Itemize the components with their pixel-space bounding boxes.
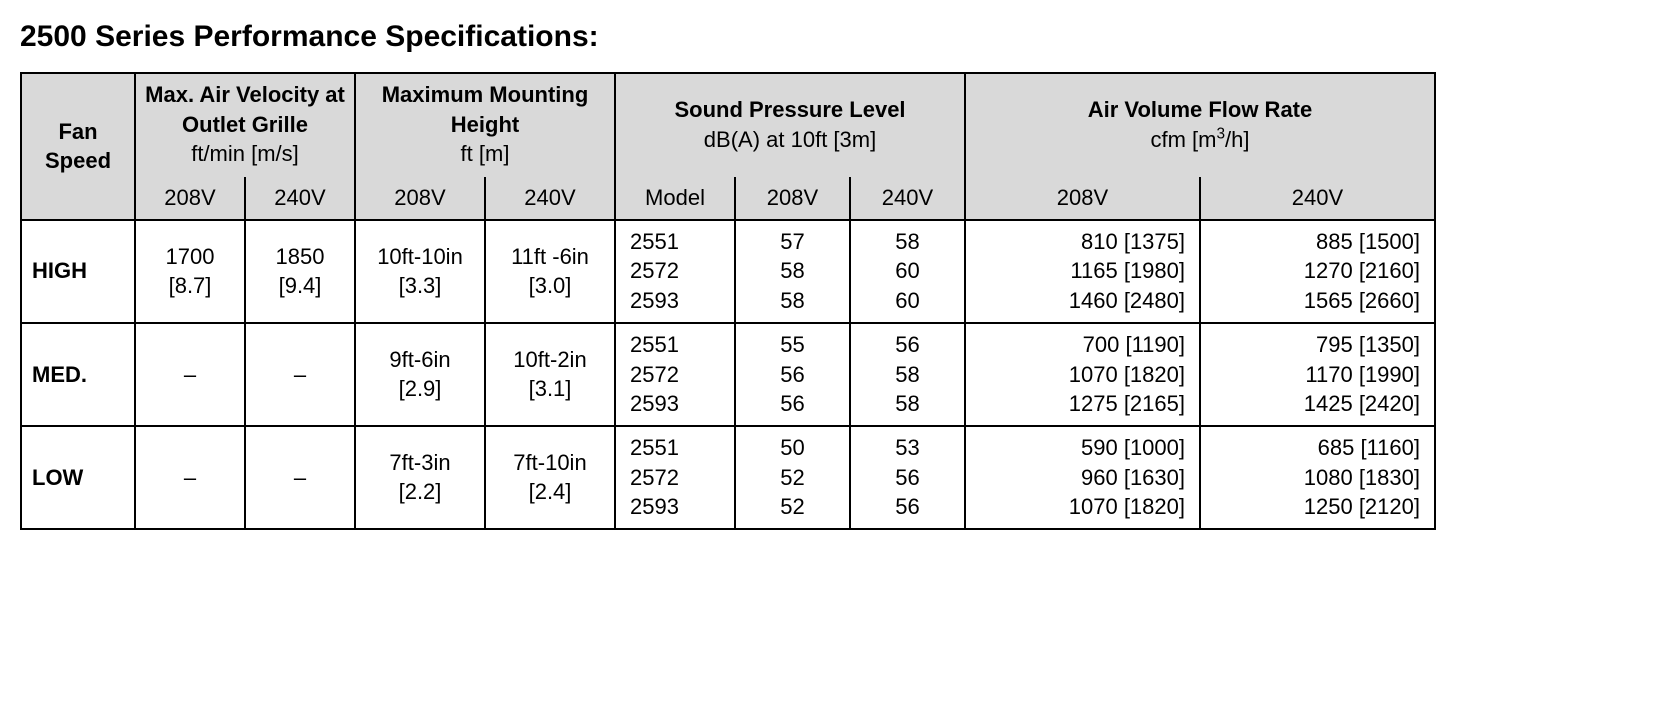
cell-vel-240: – (245, 426, 355, 529)
cell-vel-240: – (245, 323, 355, 426)
cell-models: 2551 2572 2593 (615, 426, 735, 529)
page-title: 2500 Series Performance Specifications: (20, 20, 1644, 54)
cell-height-208: 9ft-6in [2.9] (355, 323, 485, 426)
header-vel-208: 208V (135, 176, 245, 220)
cell-vel-208: 1700 [8.7] (135, 220, 245, 323)
header-flow-240: 240V (1200, 176, 1435, 220)
cell-flow-240: 685 [1160] 1080 [1830] 1250 [2120] (1200, 426, 1435, 529)
cell-height-208: 10ft-10in [3.3] (355, 220, 485, 323)
cell-spl-240: 56 58 58 (850, 323, 965, 426)
cell-spl-208: 55 56 56 (735, 323, 850, 426)
cell-flow-240: 885 [1500] 1270 [2160] 1565 [2660] (1200, 220, 1435, 323)
cell-spl-240: 53 56 56 (850, 426, 965, 529)
cell-height-240: 10ft-2in [3.1] (485, 323, 615, 426)
header-height: Maximum Mounting Height ft [m] (355, 73, 615, 176)
cell-height-208: 7ft-3in [2.2] (355, 426, 485, 529)
cell-height-240: 7ft-10in [2.4] (485, 426, 615, 529)
header-flow-unit: cfm [m3/h] (1150, 127, 1249, 152)
header-spl-title: Sound Pressure Level (674, 97, 905, 122)
header-height-240: 240V (485, 176, 615, 220)
header-height-title: Maximum Mounting Height (382, 82, 589, 137)
spec-table: Fan Speed Max. Air Velocity at Outlet Gr… (20, 72, 1436, 530)
header-velocity-unit: ft/min [m/s] (191, 141, 299, 166)
header-height-unit: ft [m] (461, 141, 510, 166)
header-velocity: Max. Air Velocity at Outlet Grille ft/mi… (135, 73, 355, 176)
header-spl-240: 240V (850, 176, 965, 220)
cell-flow-208: 700 [1190] 1070 [1820] 1275 [2165] (965, 323, 1200, 426)
cell-flow-208: 810 [1375] 1165 [1980] 1460 [2480] (965, 220, 1200, 323)
cell-vel-240: 1850 [9.4] (245, 220, 355, 323)
cell-spl-208: 50 52 52 (735, 426, 850, 529)
header-spl-208: 208V (735, 176, 850, 220)
header-height-208: 208V (355, 176, 485, 220)
header-flow-title: Air Volume Flow Rate (1088, 97, 1313, 122)
table-row: HIGH 1700 [8.7] 1850 [9.4] 10ft-10in [3.… (21, 220, 1435, 323)
table-row: MED. – – 9ft-6in [2.9] 10ft-2in [3.1] 25… (21, 323, 1435, 426)
header-vel-240: 240V (245, 176, 355, 220)
cell-vel-208: – (135, 426, 245, 529)
header-fan-speed: Fan Speed (21, 73, 135, 220)
row-label-high: HIGH (21, 220, 135, 323)
cell-spl-240: 58 60 60 (850, 220, 965, 323)
cell-models: 2551 2572 2593 (615, 220, 735, 323)
cell-flow-240: 795 [1350] 1170 [1990] 1425 [2420] (1200, 323, 1435, 426)
table-row: LOW – – 7ft-3in [2.2] 7ft-10in [2.4] 255… (21, 426, 1435, 529)
cell-spl-208: 57 58 58 (735, 220, 850, 323)
cell-models: 2551 2572 2593 (615, 323, 735, 426)
header-spl: Sound Pressure Level dB(A) at 10ft [3m] (615, 73, 965, 176)
row-label-low: LOW (21, 426, 135, 529)
cell-flow-208: 590 [1000] 960 [1630] 1070 [1820] (965, 426, 1200, 529)
header-flow: Air Volume Flow Rate cfm [m3/h] (965, 73, 1435, 176)
header-model: Model (615, 176, 735, 220)
header-spl-unit: dB(A) at 10ft [3m] (704, 127, 876, 152)
row-label-med: MED. (21, 323, 135, 426)
header-velocity-title: Max. Air Velocity at Outlet Grille (145, 82, 345, 137)
cell-height-240: 11ft -6in [3.0] (485, 220, 615, 323)
cell-vel-208: – (135, 323, 245, 426)
header-flow-208: 208V (965, 176, 1200, 220)
